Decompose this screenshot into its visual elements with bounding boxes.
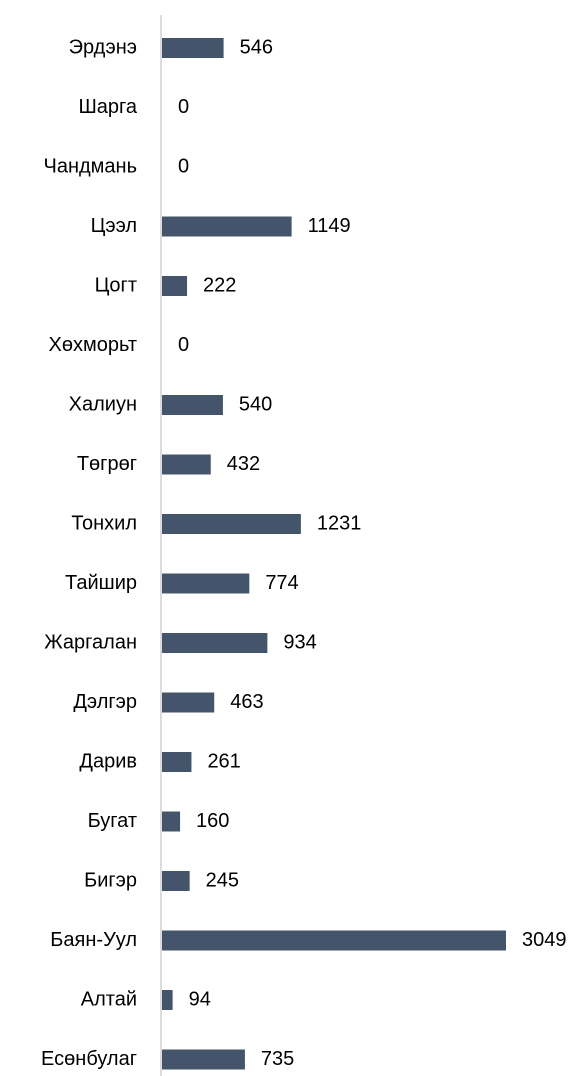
- value-label: 463: [230, 691, 263, 713]
- value-label: 0: [178, 334, 189, 356]
- bar: [162, 454, 211, 475]
- bar: [162, 216, 292, 237]
- value-label: 261: [207, 750, 240, 772]
- category-label: Жаргалан: [44, 631, 137, 653]
- category-label: Тайшир: [65, 572, 137, 594]
- bar: [162, 990, 173, 1010]
- category-label: Бигэр: [84, 869, 137, 891]
- category-label: Төгрөг: [77, 453, 137, 475]
- bar: [162, 811, 181, 832]
- value-label: 432: [227, 453, 260, 475]
- category-label: Эрдэнэ: [69, 36, 137, 58]
- category-label: Есөнбулаг: [41, 1048, 137, 1070]
- bar: [162, 573, 250, 594]
- value-label: 94: [189, 988, 211, 1010]
- bar: [162, 38, 224, 58]
- value-label: 1149: [308, 215, 351, 237]
- value-label: 245: [206, 869, 239, 891]
- category-label: Шарга: [78, 96, 137, 118]
- category-label: Чандмань: [43, 155, 137, 177]
- bar: [162, 633, 268, 653]
- value-label: 774: [265, 572, 298, 594]
- value-label: 735: [261, 1048, 294, 1070]
- value-label: 1231: [317, 512, 362, 534]
- category-label: Дэлгэр: [73, 691, 137, 713]
- bar: [162, 395, 223, 415]
- bar: [162, 276, 188, 296]
- value-label: 160: [196, 810, 229, 832]
- category-label: Бугат: [88, 810, 137, 832]
- category-label: Алтай: [81, 988, 137, 1010]
- value-label: 0: [178, 155, 189, 177]
- category-label: Дарив: [79, 750, 137, 772]
- category-label: Цээл: [91, 215, 137, 237]
- category-label: Хөхморьт: [49, 334, 137, 356]
- bar: [162, 514, 301, 534]
- bar: [162, 692, 215, 713]
- bar: [162, 752, 192, 772]
- category-label: Цогт: [95, 274, 137, 296]
- value-label: 540: [239, 393, 272, 415]
- category-label: Тонхил: [71, 512, 137, 534]
- value-label: 3049: [522, 929, 567, 951]
- value-label: 934: [283, 631, 316, 653]
- bar: [162, 930, 506, 951]
- value-label: 546: [240, 36, 273, 58]
- value-label: 222: [203, 274, 236, 296]
- value-label: 0: [178, 96, 189, 118]
- bar: [162, 871, 190, 891]
- bar: [162, 1049, 245, 1070]
- category-label: Халиун: [69, 393, 137, 415]
- category-label: Баян-Уул: [50, 929, 137, 951]
